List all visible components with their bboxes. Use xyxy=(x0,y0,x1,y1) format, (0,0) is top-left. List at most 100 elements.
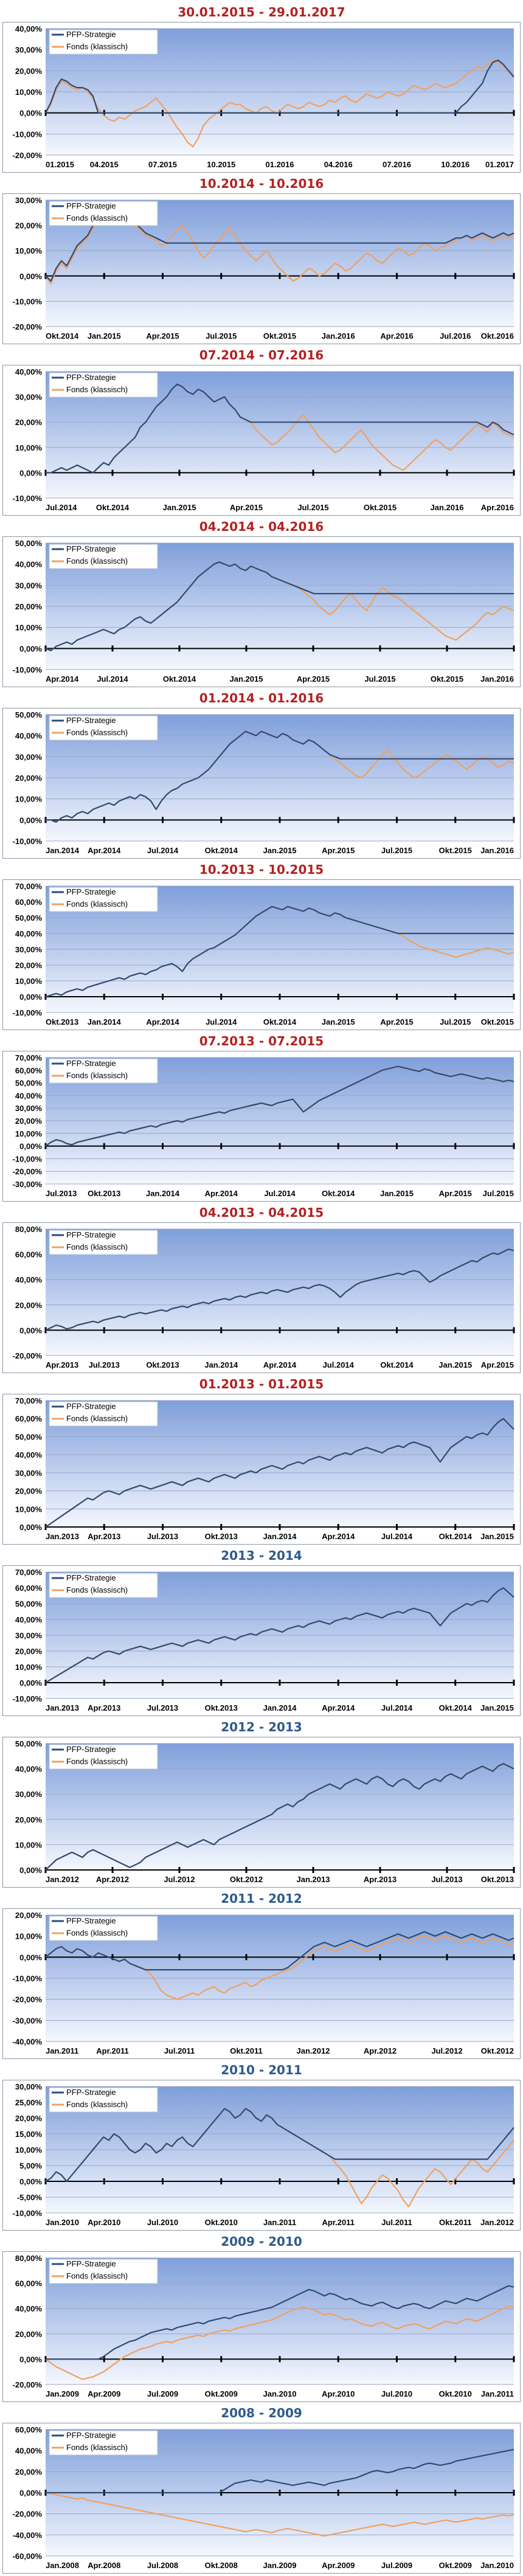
legend: PFP-Strategie Fonds (klassisch) xyxy=(49,1916,158,1941)
chart-title: 2009 - 2010 xyxy=(221,2234,302,2249)
chart-title: 10.2013 - 10.2015 xyxy=(199,862,324,877)
y-tick-label: 20,00% xyxy=(15,774,43,783)
x-tick-label: Jan.2012 xyxy=(46,1875,79,1884)
y-tick-label: -20,00% xyxy=(13,2510,43,2519)
x-tick-label: Okt.2014 xyxy=(439,1703,473,1712)
y-tick-label: 60,00% xyxy=(15,1414,43,1424)
x-tick-label: Jul.2013 xyxy=(147,1703,178,1712)
y-tick-label: -10,00% xyxy=(13,494,43,503)
y-tick-label: 60,00% xyxy=(15,1250,43,1259)
x-tick-label: Okt.2016 xyxy=(481,331,514,341)
x-tick-label: Jan.2013 xyxy=(46,1532,79,1541)
series-line-pfp-strategie xyxy=(45,1587,514,1683)
legend: PFP-Strategie Fonds (klassisch) xyxy=(49,2087,158,2113)
x-tick-label: Jul.2015 xyxy=(440,1017,471,1027)
y-tick-label: 60,00% xyxy=(15,1066,43,1075)
x-tick-label: Jul.2011 xyxy=(164,2046,195,2055)
chart-title: 04.2014 - 04.2016 xyxy=(199,519,324,534)
y-tick-label: 10,00% xyxy=(15,1663,43,1672)
y-tick-label: 0,00% xyxy=(19,2488,42,2498)
x-tick-label: Jul.2014 xyxy=(264,1189,296,1198)
x-tick-label: 01.2016 xyxy=(266,160,294,169)
x-tick-label: Apr.2013 xyxy=(46,1360,78,1369)
y-tick-label: -60,00% xyxy=(13,2552,43,2561)
x-tick-label: Jan.2010 xyxy=(480,2561,514,2570)
x-tick-label: Jan.2015 xyxy=(230,674,263,684)
chart-frame: -10,00% 0,00% 10,00% 20,00% 30,00% 40,00% 50,0… xyxy=(2,879,521,1030)
y-tick-label: 10,00% xyxy=(15,2145,43,2155)
y-tick-label: -10,00% xyxy=(13,130,43,139)
y-tick-label: 50,00% xyxy=(15,1599,43,1608)
x-tick-label: Okt.2013 xyxy=(146,1360,179,1369)
x-tick-label: Okt.2011 xyxy=(439,2218,472,2227)
chart-svg: -10,00% 0,00% 10,00% 20,00% 30,00% 40,00% 50,0… xyxy=(13,1568,515,1712)
x-tick-label: Okt.2013 xyxy=(205,1532,238,1541)
x-tick-label: 10.2015 xyxy=(207,160,235,169)
series-line-pfp-strategie xyxy=(45,1931,514,1971)
x-tick-label: Jul.2010 xyxy=(147,2218,178,2227)
series-line-pfp-strategie xyxy=(46,383,514,474)
x-tick-label: Jan.2013 xyxy=(297,1875,330,1884)
x-tick-label: Okt.2013 xyxy=(88,1189,120,1198)
y-tick-label: 30,00% xyxy=(15,945,43,954)
y-tick-label: -10,00% xyxy=(13,1974,43,1983)
chart-svg: 0,00% 10,00% 20,00% 30,00% 40,00% 50,00% Jan.2… xyxy=(15,1739,515,1884)
series-line-pfp-strategie xyxy=(45,1248,514,1331)
y-tick-label: 0,00% xyxy=(19,1523,42,1532)
series-line-pfp-strategie xyxy=(45,905,514,998)
legend-label: Fonds (klassisch) xyxy=(66,42,128,51)
x-tick-label: Apr.2010 xyxy=(88,2218,120,2227)
y-tick-label: 0,00% xyxy=(19,468,42,477)
y-tick-label: 30,00% xyxy=(15,393,43,402)
y-tick-label: 80,00% xyxy=(15,1225,43,1234)
legend-box xyxy=(49,887,158,912)
x-tick-label: Okt.2014 xyxy=(96,503,130,512)
legend: PFP-Strategie Fonds (klassisch) xyxy=(49,1401,158,1427)
series-line-pfp-strategie xyxy=(45,2108,514,2183)
chart-frame: -40,00% -30,00% -20,00% -10,00% 0,00% 10,00% 2… xyxy=(2,1908,521,2059)
chart-svg: -60,00% -40,00% -20,00% 0,00% 20,00% 40,00% 60… xyxy=(13,2425,515,2570)
chart-panel: 2011 - 2012 -40,00% -30,00% -20,00% -10,00% 0… xyxy=(2,1890,521,2059)
y-tick-label: 40,00% xyxy=(15,1450,43,1459)
legend-label: PFP-Strategie xyxy=(66,1573,116,1582)
legend-label: Fonds (klassisch) xyxy=(66,899,128,909)
x-tick-label: Apr.2013 xyxy=(88,1703,120,1712)
chart-svg: -20,00% -10,00% 0,00% 10,00% 20,00% 30,00% 40,… xyxy=(13,24,515,169)
legend-box xyxy=(49,715,158,741)
x-tick-label: 04.2015 xyxy=(90,160,119,169)
chart-title: 2011 - 2012 xyxy=(221,1891,302,1906)
legend-label: PFP-Strategie xyxy=(66,1745,116,1754)
x-tick-label: Okt.2014 xyxy=(380,1360,414,1369)
y-tick-label: -10,00% xyxy=(13,1154,43,1163)
y-tick-label: 0,00% xyxy=(19,2355,42,2364)
y-tick-label: 40,00% xyxy=(15,1275,43,1284)
y-tick-label: 0,00% xyxy=(19,1953,42,1962)
series-line-fonds-klassisch xyxy=(45,2305,514,2380)
x-tick-label: Okt.2015 xyxy=(431,674,463,684)
x-tick-label: Jul.2014 xyxy=(323,1360,355,1369)
legend-label: Fonds (klassisch) xyxy=(66,556,128,566)
chart-frame: -20,00% -10,00% 0,00% 10,00% 20,00% 30,00% 40,… xyxy=(2,22,521,173)
chart-svg: -10,00% 0,00% 10,00% 20,00% 30,00% 40,00% 50,0… xyxy=(13,710,515,855)
x-tick-label: Jul.2015 xyxy=(381,846,412,855)
x-tick-label: Jul.2014 xyxy=(206,1017,237,1027)
chart-panel: 2013 - 2014 -10,00% 0,00% 10,00% 20,00% 30,00… xyxy=(2,1547,521,1716)
x-tick-label: Jul.2010 xyxy=(381,2389,412,2398)
legend-box xyxy=(49,1058,158,1084)
x-tick-label: Jan.2012 xyxy=(480,2218,514,2227)
y-tick-label: 0,00% xyxy=(19,815,42,825)
y-tick-label: 30,00% xyxy=(15,46,43,55)
y-tick-label: -20,00% xyxy=(13,151,43,160)
y-tick-label: 20,00% xyxy=(15,1487,43,1496)
legend-label: Fonds (klassisch) xyxy=(66,1585,128,1594)
x-tick-label: Jul.2008 xyxy=(147,2561,178,2570)
series-line-pfp-strategie xyxy=(45,59,514,114)
chart-svg: -20,00% 0,00% 20,00% 40,00% 60,00% 80,00% Jan.… xyxy=(13,2254,515,2398)
chart-frame: -10,00% 0,00% 10,00% 20,00% 30,00% 40,00% Jul.… xyxy=(2,365,521,516)
chart-svg: -10,00% 0,00% 10,00% 20,00% 30,00% 40,00% Jul.… xyxy=(13,367,515,512)
chart-frame: 0,00% 10,00% 20,00% 30,00% 40,00% 50,00% Jan.2… xyxy=(2,1737,521,1888)
x-tick-label: Jan.2014 xyxy=(46,846,80,855)
legend-label: Fonds (klassisch) xyxy=(66,728,128,737)
x-tick-label: Jul.2015 xyxy=(483,1189,514,1198)
chart-frame: -20,00% 0,00% 20,00% 40,00% 60,00% 80,00% Jan.… xyxy=(2,2251,521,2402)
